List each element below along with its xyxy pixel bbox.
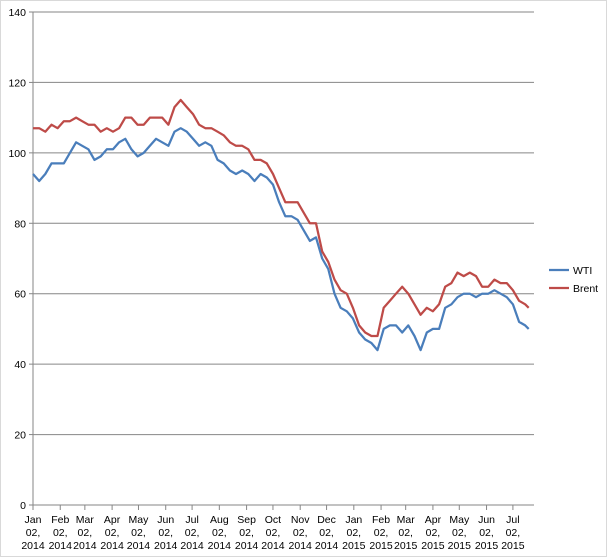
x-tick-label: Mar 02, 2014 [73,514,97,552]
legend-label: Brent [573,283,598,295]
y-tick-label: 20 [14,430,26,442]
y-tick-label: 40 [14,359,26,371]
x-tick-label: Aug 02, 2014 [208,514,232,552]
x-tick-label: Jun 02, 2014 [154,514,178,552]
x-tick-label: Jun 02, 2015 [475,514,499,552]
x-tick-label: Jan 02, 2014 [21,514,45,552]
y-tick-label: 100 [8,148,26,160]
y-tick-label: 80 [14,218,26,230]
y-tick-label: 120 [8,77,26,89]
x-tick-label: Feb 02, 2014 [49,514,73,552]
x-tick-label: May 02, 2015 [448,514,472,552]
x-tick-label: Dec 02, 2014 [315,514,339,552]
legend-label: WTI [573,265,592,277]
x-tick-label: Feb 02, 2015 [369,514,393,552]
line-series [33,98,530,338]
line-series [32,127,530,352]
x-tick-label: Jan 02, 2015 [342,514,366,552]
x-tick-label: Oct 02, 2014 [261,514,285,552]
y-tick-label: 140 [8,7,26,19]
x-tick-label: Sep 02, 2014 [235,514,259,552]
x-tick-label: Mar 02, 2015 [394,514,418,552]
x-tick-label: Jul 02, 2014 [180,514,204,552]
x-tick-label: May 02, 2014 [127,514,151,552]
x-tick-label: Apr 02, 2014 [100,514,124,552]
y-tick-label: 0 [20,500,26,512]
x-tick-label: Apr 02, 2015 [421,514,445,552]
x-tick-label: Nov 02, 2014 [289,514,313,552]
y-tick-label: 60 [14,289,26,301]
x-tick-label: Jul 02, 2015 [501,514,525,552]
